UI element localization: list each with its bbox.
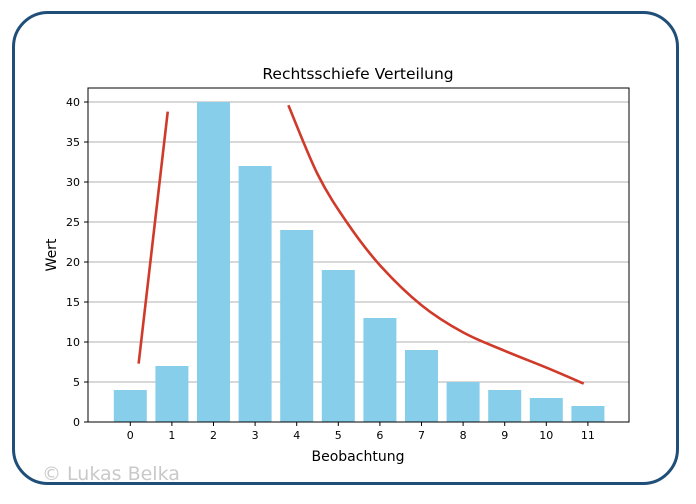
bar-1 — [155, 366, 189, 422]
x-tick-label: 8 — [460, 429, 467, 442]
y-tick-label: 20 — [66, 256, 80, 269]
x-tick-label: 4 — [293, 429, 300, 442]
x-tick-label: 5 — [335, 429, 342, 442]
y-tick-label: 35 — [66, 136, 80, 149]
plot-area — [87, 87, 630, 423]
axis-ticks: 0 5 10 15 20 25 30 35 40 0 1 2 3 4 5 6 7 8 9 10 11 — [66, 96, 595, 442]
bar-8 — [446, 382, 480, 422]
y-tick-label: 40 — [66, 96, 80, 109]
x-tick-label: 3 — [252, 429, 259, 442]
trend-curves — [137, 104, 585, 385]
x-tick-label: 6 — [376, 429, 383, 442]
x-tick-label: 11 — [581, 429, 595, 442]
bar-0 — [113, 390, 147, 422]
bar-4 — [280, 230, 314, 422]
x-tick-label: 10 — [539, 429, 553, 442]
bar-10 — [529, 398, 563, 422]
grid-lines — [88, 101, 629, 383]
y-tick-label: 5 — [73, 376, 80, 389]
bar-9 — [488, 390, 522, 422]
bar-11 — [571, 406, 605, 422]
y-tick-label: 15 — [66, 296, 80, 309]
copyright-watermark: © Lukas Belka — [42, 463, 180, 485]
x-tick-label: 9 — [501, 429, 508, 442]
bars — [113, 102, 605, 422]
y-tick-label: 30 — [66, 176, 80, 189]
bar-2 — [197, 102, 230, 422]
rising-trend-line — [137, 111, 170, 364]
x-tick-label: 0 — [127, 429, 134, 442]
y-tick-label: 10 — [66, 336, 80, 349]
chart-title: Rechtsschiefe Verteilung — [262, 65, 453, 83]
x-tick-label: 1 — [168, 429, 175, 442]
y-tick-label: 25 — [66, 216, 80, 229]
bar-7 — [405, 350, 438, 422]
y-axis-label: Wert — [44, 238, 60, 271]
bar-5 — [321, 270, 355, 422]
x-axis-label: Beobachtung — [312, 449, 405, 465]
bar-3 — [238, 166, 272, 422]
falling-trend-curve — [287, 104, 585, 385]
y-tick-label: 0 — [73, 416, 80, 429]
x-tick-label: 2 — [210, 429, 217, 442]
x-tick-label: 7 — [418, 429, 425, 442]
bar-6 — [363, 318, 397, 422]
